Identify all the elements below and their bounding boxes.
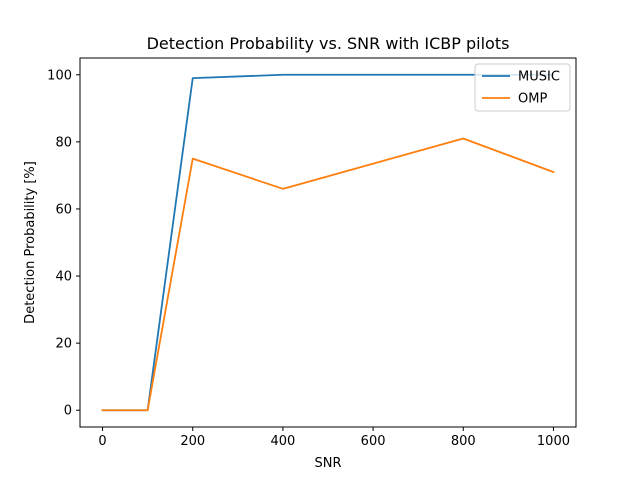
x-tick-label: 600 xyxy=(361,434,386,449)
chart-title: Detection Probability vs. SNR with ICBP … xyxy=(147,34,510,53)
plot-frame xyxy=(79,57,577,428)
x-tick-label: 200 xyxy=(180,434,205,449)
x-tick-label: 800 xyxy=(451,434,476,449)
legend-label-music: MUSIC xyxy=(518,70,560,85)
series-line-omp xyxy=(101,137,555,412)
x-axis-ticks: 0 200 400 600 800 1000 xyxy=(98,427,570,449)
legend: MUSIC OMP xyxy=(474,63,571,112)
y-axis-ticks: 0 20 40 60 80 100 xyxy=(47,68,80,419)
x-axis-label: SNR xyxy=(314,456,341,471)
y-tick-label: 20 xyxy=(55,337,72,352)
y-tick-label: 0 xyxy=(64,404,72,419)
x-tick-label: 0 xyxy=(98,434,106,449)
x-tick-label: 400 xyxy=(270,434,295,449)
y-tick-label: 100 xyxy=(47,68,72,83)
y-axis-label: Detection Probability [%] xyxy=(23,161,38,324)
x-tick-label: 1000 xyxy=(537,434,570,449)
y-tick-label: 40 xyxy=(55,270,72,285)
y-tick-label: 80 xyxy=(55,135,72,150)
legend-label-omp: OMP xyxy=(518,92,547,107)
y-tick-label: 60 xyxy=(55,202,72,217)
